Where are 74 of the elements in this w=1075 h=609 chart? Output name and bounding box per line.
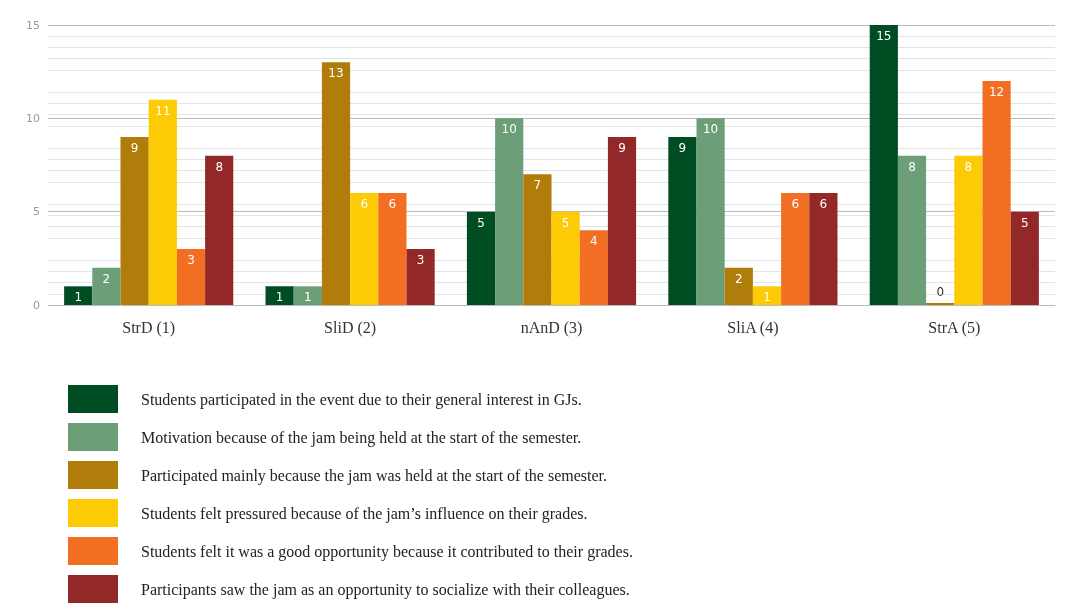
bar (982, 81, 1011, 305)
data-label: 1 (763, 290, 771, 305)
data-label: 5 (477, 215, 485, 230)
data-label: 5 (1020, 215, 1029, 230)
x-tick-label: StrD (1) (122, 318, 176, 337)
data-label: 1 (275, 290, 284, 305)
bar (869, 25, 898, 305)
y-tick-label: 5 (33, 205, 40, 219)
legend-label: Students felt pressured because of the jam’s influence on their grades. (141, 504, 588, 523)
legend-label: Motivation because of the jam being held at the start of the semester. (141, 428, 582, 447)
bar (406, 249, 435, 305)
data-label: 6 (388, 197, 397, 211)
bar (752, 286, 782, 305)
data-label: 0 (936, 285, 945, 299)
data-label: 9 (618, 141, 626, 155)
bar (350, 193, 379, 305)
legend-label: Students participated in the event due to their general interest in GJs. (141, 390, 582, 409)
bar (551, 211, 580, 305)
data-label: 6 (819, 197, 828, 211)
bar (92, 267, 121, 305)
data-label: 1 (74, 290, 83, 305)
x-tick-label: SliA (4) (727, 318, 779, 337)
data-label: 8 (215, 159, 224, 174)
data-label: 8 (908, 159, 916, 174)
bar (809, 193, 838, 305)
data-label: 6 (791, 197, 800, 211)
data-label: 15 (876, 29, 892, 43)
bar (466, 211, 496, 305)
bar (495, 118, 524, 305)
bar (205, 155, 234, 305)
data-label: 8 (964, 159, 973, 174)
bar (579, 230, 608, 305)
bar (523, 174, 552, 305)
y-tick-label: 0 (33, 298, 40, 312)
y-tick-label: 10 (26, 111, 40, 125)
bar (724, 267, 753, 305)
data-label: 10 (501, 122, 517, 137)
data-label: 2 (102, 271, 111, 286)
bar (120, 137, 149, 305)
data-label: 7 (533, 178, 542, 193)
data-label: 6 (360, 197, 369, 211)
bar (64, 286, 93, 305)
bar (293, 286, 322, 305)
data-label: 12 (988, 85, 1005, 99)
data-label: 3 (416, 253, 425, 267)
legend-label: Students felt it was a good opportunity because it contributed to their grades. (141, 542, 633, 561)
x-tick-label: SliD (2) (324, 318, 377, 337)
y-tick-label: 15 (26, 18, 40, 32)
x-tick-label: nAnD (3) (520, 318, 583, 337)
bar (1010, 211, 1039, 305)
data-label: 9 (130, 141, 139, 155)
legend-label: Participants saw the jam as an opportunity to socialize with their colleagues. (141, 580, 630, 599)
bar (265, 286, 294, 305)
bar (781, 193, 810, 305)
bar (897, 155, 927, 305)
legend-label: Participated mainly because the jam was held at the start of the semester. (141, 466, 608, 485)
bar (954, 155, 983, 305)
data-label: 3 (187, 253, 195, 267)
data-label: 2 (734, 271, 743, 286)
data-label: 1 (303, 290, 312, 305)
data-label: 4 (589, 234, 598, 249)
bar (321, 62, 351, 305)
bar (378, 193, 407, 305)
data-label: 5 (561, 215, 570, 230)
data-label: 13 (328, 66, 344, 81)
bar (176, 249, 206, 305)
x-tick-label: StrA (5) (928, 318, 981, 337)
data-label: 9 (678, 141, 687, 155)
data-label: 11 (155, 103, 171, 118)
bar (668, 137, 697, 305)
bar (696, 118, 725, 305)
bar (148, 99, 177, 305)
data-label: 10 (702, 122, 719, 137)
bar (607, 137, 637, 305)
